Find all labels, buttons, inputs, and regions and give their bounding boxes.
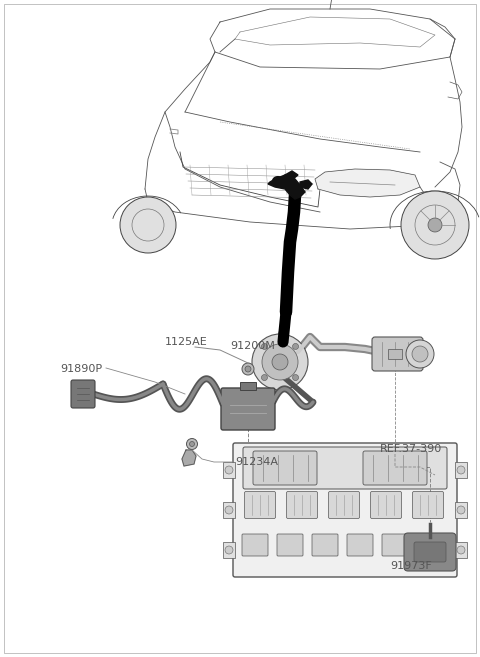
Text: REF.37-390: REF.37-390 bbox=[380, 444, 442, 454]
Circle shape bbox=[401, 191, 469, 259]
Bar bbox=[388, 349, 402, 359]
Bar bbox=[223, 542, 235, 558]
Circle shape bbox=[292, 344, 299, 350]
FancyBboxPatch shape bbox=[244, 491, 276, 518]
Circle shape bbox=[457, 466, 465, 474]
Circle shape bbox=[428, 218, 442, 232]
Text: 91200M: 91200M bbox=[230, 341, 275, 351]
FancyBboxPatch shape bbox=[253, 451, 317, 485]
Circle shape bbox=[190, 442, 194, 447]
Circle shape bbox=[120, 197, 176, 253]
Polygon shape bbox=[285, 171, 298, 179]
Bar bbox=[223, 502, 235, 518]
FancyBboxPatch shape bbox=[404, 533, 456, 571]
Polygon shape bbox=[300, 180, 312, 189]
Bar bbox=[455, 542, 467, 558]
Polygon shape bbox=[182, 450, 196, 466]
Circle shape bbox=[225, 506, 233, 514]
Circle shape bbox=[262, 344, 267, 350]
Text: 91973F: 91973F bbox=[390, 561, 432, 571]
FancyBboxPatch shape bbox=[417, 534, 443, 556]
FancyBboxPatch shape bbox=[233, 443, 457, 577]
Circle shape bbox=[272, 354, 288, 370]
Text: 91890P: 91890P bbox=[60, 364, 102, 374]
Circle shape bbox=[187, 438, 197, 449]
Circle shape bbox=[225, 546, 233, 554]
Circle shape bbox=[225, 466, 233, 474]
FancyBboxPatch shape bbox=[363, 451, 427, 485]
Bar bbox=[455, 502, 467, 518]
FancyBboxPatch shape bbox=[371, 491, 401, 518]
FancyBboxPatch shape bbox=[277, 534, 303, 556]
Bar bbox=[223, 462, 235, 478]
FancyBboxPatch shape bbox=[347, 534, 373, 556]
Bar bbox=[455, 462, 467, 478]
Polygon shape bbox=[315, 169, 420, 197]
Circle shape bbox=[412, 346, 428, 362]
FancyBboxPatch shape bbox=[221, 388, 275, 430]
FancyBboxPatch shape bbox=[312, 534, 338, 556]
FancyBboxPatch shape bbox=[328, 491, 360, 518]
Text: 1125AE: 1125AE bbox=[165, 337, 208, 347]
FancyBboxPatch shape bbox=[71, 380, 95, 408]
Circle shape bbox=[262, 344, 298, 380]
Circle shape bbox=[457, 506, 465, 514]
FancyBboxPatch shape bbox=[372, 337, 423, 371]
FancyBboxPatch shape bbox=[287, 491, 317, 518]
FancyBboxPatch shape bbox=[414, 542, 446, 562]
Bar bbox=[240, 382, 256, 390]
Circle shape bbox=[252, 334, 308, 390]
Circle shape bbox=[406, 340, 434, 368]
Text: 91234A: 91234A bbox=[235, 457, 278, 467]
FancyBboxPatch shape bbox=[382, 534, 408, 556]
Circle shape bbox=[292, 374, 299, 380]
Circle shape bbox=[262, 374, 267, 380]
Circle shape bbox=[242, 363, 254, 375]
Polygon shape bbox=[268, 175, 305, 199]
FancyBboxPatch shape bbox=[243, 447, 447, 489]
FancyBboxPatch shape bbox=[412, 491, 444, 518]
Circle shape bbox=[245, 366, 251, 372]
Circle shape bbox=[457, 546, 465, 554]
FancyBboxPatch shape bbox=[242, 534, 268, 556]
